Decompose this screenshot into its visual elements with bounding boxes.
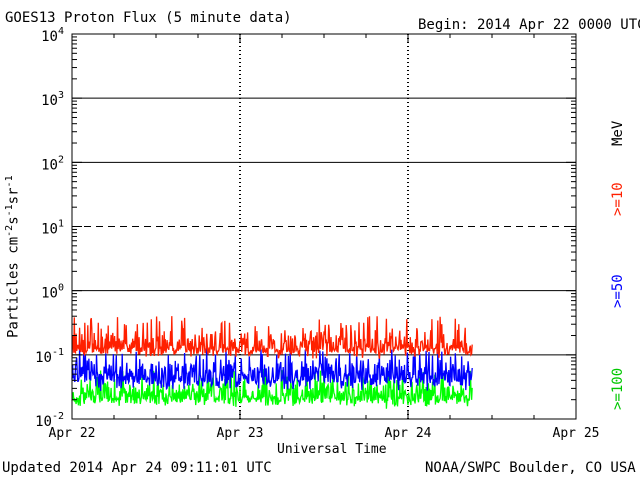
y-tick-label: 104 [41, 26, 64, 45]
x-axis-label: Universal Time [277, 442, 387, 457]
y-tick-label: 101 [41, 219, 64, 238]
tick-labels: 10-2 10-1 100 101 102 103 104 Apr 22 Apr 23 Apr 2… [35, 26, 599, 441]
series-line [71, 316, 473, 359]
credit: NOAA/SWPC Boulder, CO USA [425, 460, 636, 476]
threshold-lines [72, 97, 576, 356]
series-line [71, 369, 473, 409]
x-tick-label: Apr 25 [553, 426, 600, 441]
y-tick-label: 10-1 [35, 347, 64, 366]
y-tick-label: 10-2 [35, 411, 64, 430]
x-tick-label: Apr 24 [385, 426, 432, 441]
axes [71, 33, 577, 420]
x-tick-label: Apr 23 [217, 426, 264, 441]
y-tick-label: 100 [41, 283, 64, 302]
updated-time: Updated 2014 Apr 24 09:11:01 UTC [2, 460, 272, 476]
y-tick-label: 103 [41, 90, 64, 109]
series-line [71, 347, 473, 392]
chart-title: GOES13 Proton Flux (5 minute data) [5, 10, 292, 26]
y-tick-label: 102 [41, 154, 64, 173]
series-layer [71, 316, 473, 409]
begin-time: Begin: 2014 Apr 22 0000 UTC [418, 17, 640, 33]
x-tick-label: Apr 22 [49, 426, 96, 441]
